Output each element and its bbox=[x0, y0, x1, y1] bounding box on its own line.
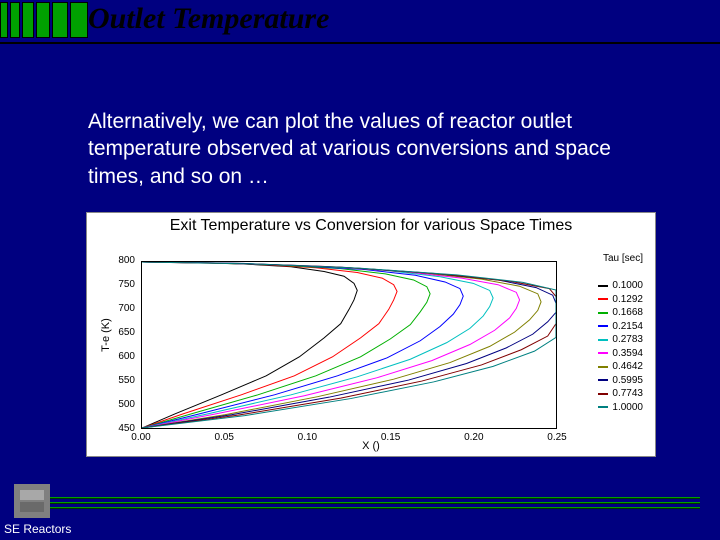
chart-xtick-label: 0.15 bbox=[381, 432, 400, 443]
chart-series-line bbox=[142, 262, 556, 428]
chart-lines bbox=[142, 262, 556, 428]
chart-xtick-label: 0.20 bbox=[464, 432, 483, 443]
footer-accent-lines bbox=[40, 497, 700, 512]
chart-legend-title: Tau [sec] bbox=[603, 253, 643, 264]
legend-item: 0.1292 bbox=[598, 293, 643, 307]
chart-series-line bbox=[142, 262, 556, 428]
legend-item: 0.3594 bbox=[598, 347, 643, 361]
legend-item: 0.1668 bbox=[598, 306, 643, 320]
chart-series-line bbox=[142, 262, 556, 428]
chart-xtick-label: 0.00 bbox=[131, 432, 150, 443]
slide-body-text: Alternatively, we can plot the values of… bbox=[88, 108, 648, 190]
legend-item: 0.2154 bbox=[598, 320, 643, 334]
chart-ytick-label: 500 bbox=[107, 399, 135, 410]
slide-title: Outlet Temperature bbox=[88, 2, 329, 36]
chart-ytick-label: 600 bbox=[107, 351, 135, 362]
chart-ytick-label: 650 bbox=[107, 327, 135, 338]
header-accent-bars bbox=[0, 0, 88, 40]
legend-item: 0.7743 bbox=[598, 387, 643, 401]
legend-item: 0.4642 bbox=[598, 360, 643, 374]
chart-xtick-label: 0.25 bbox=[547, 432, 566, 443]
chart-xlabel: X () bbox=[87, 440, 655, 452]
chart-series-line bbox=[142, 262, 463, 428]
chart-xtick-label: 0.10 bbox=[298, 432, 317, 443]
slide-header: Outlet Temperature bbox=[0, 0, 720, 50]
chart-xtick-label: 0.05 bbox=[214, 432, 233, 443]
chart-title: Exit Temperature vs Conversion for vario… bbox=[87, 217, 655, 235]
chart-container: Exit Temperature vs Conversion for vario… bbox=[86, 212, 656, 457]
chart-plot-area bbox=[141, 261, 557, 429]
footer-label: SE Reactors bbox=[4, 522, 71, 536]
chart-ytick-label: 800 bbox=[107, 255, 135, 266]
legend-item: 0.2783 bbox=[598, 333, 643, 347]
legend-item: 1.0000 bbox=[598, 401, 643, 415]
chart-ytick-label: 700 bbox=[107, 303, 135, 314]
title-underline bbox=[0, 42, 720, 44]
chart-ytick-label: 550 bbox=[107, 375, 135, 386]
chart-ytick-label: 750 bbox=[107, 279, 135, 290]
chart-legend: 0.10000.12920.16680.21540.27830.35940.46… bbox=[598, 279, 643, 414]
chart-series-line bbox=[142, 262, 493, 428]
footer-logo-icon bbox=[14, 484, 50, 518]
chart-series-line bbox=[142, 262, 520, 428]
legend-item: 0.5995 bbox=[598, 374, 643, 388]
legend-item: 0.1000 bbox=[598, 279, 643, 293]
